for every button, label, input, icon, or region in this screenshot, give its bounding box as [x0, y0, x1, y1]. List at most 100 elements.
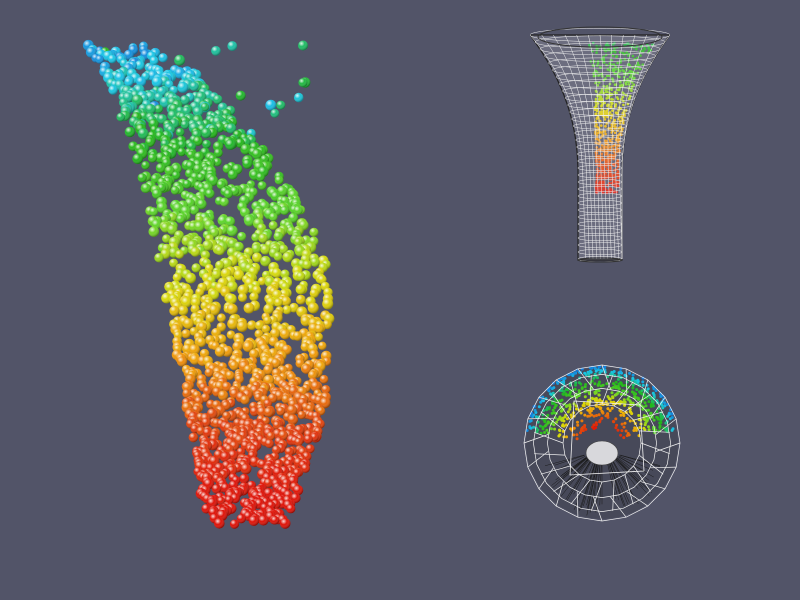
- particle: [583, 413, 587, 417]
- particle: [598, 96, 602, 100]
- particle: [639, 54, 642, 57]
- particle: [606, 90, 609, 93]
- particle: [586, 414, 590, 418]
- particle: [596, 125, 599, 129]
- particle: [608, 146, 612, 149]
- particle: [594, 391, 598, 395]
- particle: [647, 408, 650, 412]
- particle: [618, 132, 622, 135]
- particle: [529, 426, 533, 430]
- particle: [596, 137, 599, 140]
- particle: [595, 181, 598, 184]
- particle-cloud: [82, 39, 335, 529]
- particle: [604, 153, 607, 156]
- particle: [605, 382, 609, 386]
- particle: [593, 106, 597, 109]
- particle: [604, 125, 607, 128]
- particle: [602, 55, 605, 59]
- particle: [614, 426, 618, 430]
- particle: [644, 404, 648, 408]
- particle: [562, 382, 566, 386]
- particle: [627, 83, 630, 86]
- particle: [557, 378, 561, 382]
- particle: [610, 88, 613, 92]
- particle: [567, 373, 571, 377]
- particle: [641, 380, 645, 384]
- particle: [540, 417, 544, 421]
- particle: [624, 93, 628, 97]
- particle: [643, 401, 647, 405]
- particle: [555, 420, 559, 424]
- particle: [553, 427, 557, 431]
- particle: [603, 118, 607, 121]
- particle: [606, 407, 610, 411]
- particle: [615, 96, 619, 99]
- particle: [614, 380, 618, 384]
- particle: [610, 97, 613, 101]
- particle: [617, 163, 620, 167]
- particle: [612, 70, 616, 73]
- particle: [613, 124, 616, 128]
- particle: [647, 400, 651, 404]
- particle: [600, 124, 603, 127]
- particle: [622, 398, 626, 402]
- particle: [606, 415, 610, 419]
- particle: [598, 180, 602, 183]
- top-mesh-view[interactable]: [512, 360, 692, 522]
- particle: [582, 425, 586, 429]
- particle: [643, 395, 647, 399]
- particle: [623, 43, 626, 47]
- particle: [595, 153, 598, 157]
- particle: [615, 180, 619, 184]
- particle: [598, 380, 601, 384]
- particle: [615, 423, 619, 427]
- particle: [616, 176, 620, 180]
- particle: [546, 413, 550, 417]
- particle: [605, 97, 608, 100]
- particle: [536, 420, 540, 424]
- particle: [539, 431, 543, 435]
- particle: [595, 51, 598, 54]
- particle: [606, 413, 610, 417]
- particle: [635, 388, 639, 392]
- particle: [603, 48, 606, 52]
- particle: [664, 421, 668, 425]
- particle: [618, 408, 622, 412]
- particle: [618, 69, 622, 73]
- particle: [623, 421, 627, 425]
- particle: [640, 389, 644, 393]
- particle: [637, 414, 641, 417]
- side-mesh-view[interactable]: [530, 15, 670, 270]
- particle: [614, 105, 617, 108]
- particle: [616, 170, 620, 173]
- particle: [575, 407, 578, 411]
- particle: [573, 387, 577, 391]
- particle: [551, 395, 555, 399]
- particle: [562, 390, 566, 393]
- particle: [608, 172, 612, 175]
- particle: [592, 423, 596, 427]
- particle: [583, 385, 587, 389]
- particle: [576, 423, 580, 427]
- particle: [548, 386, 552, 389]
- particle: [617, 374, 621, 378]
- particle: [665, 427, 669, 431]
- particle: [611, 125, 614, 128]
- particle: [569, 427, 573, 431]
- particle: [630, 81, 634, 84]
- funnel-mesh: [530, 26, 670, 263]
- particle: [625, 380, 629, 384]
- particle: [616, 61, 619, 65]
- particle: [550, 411, 554, 415]
- particle: [608, 397, 612, 401]
- main-particle-view[interactable]: [60, 30, 360, 540]
- particle: [580, 386, 584, 390]
- particle: [619, 413, 623, 417]
- particle: [538, 424, 542, 428]
- particle: [608, 174, 612, 178]
- particle: [604, 77, 607, 80]
- particle: [598, 419, 602, 422]
- particle: [545, 428, 549, 432]
- particle: [577, 389, 581, 393]
